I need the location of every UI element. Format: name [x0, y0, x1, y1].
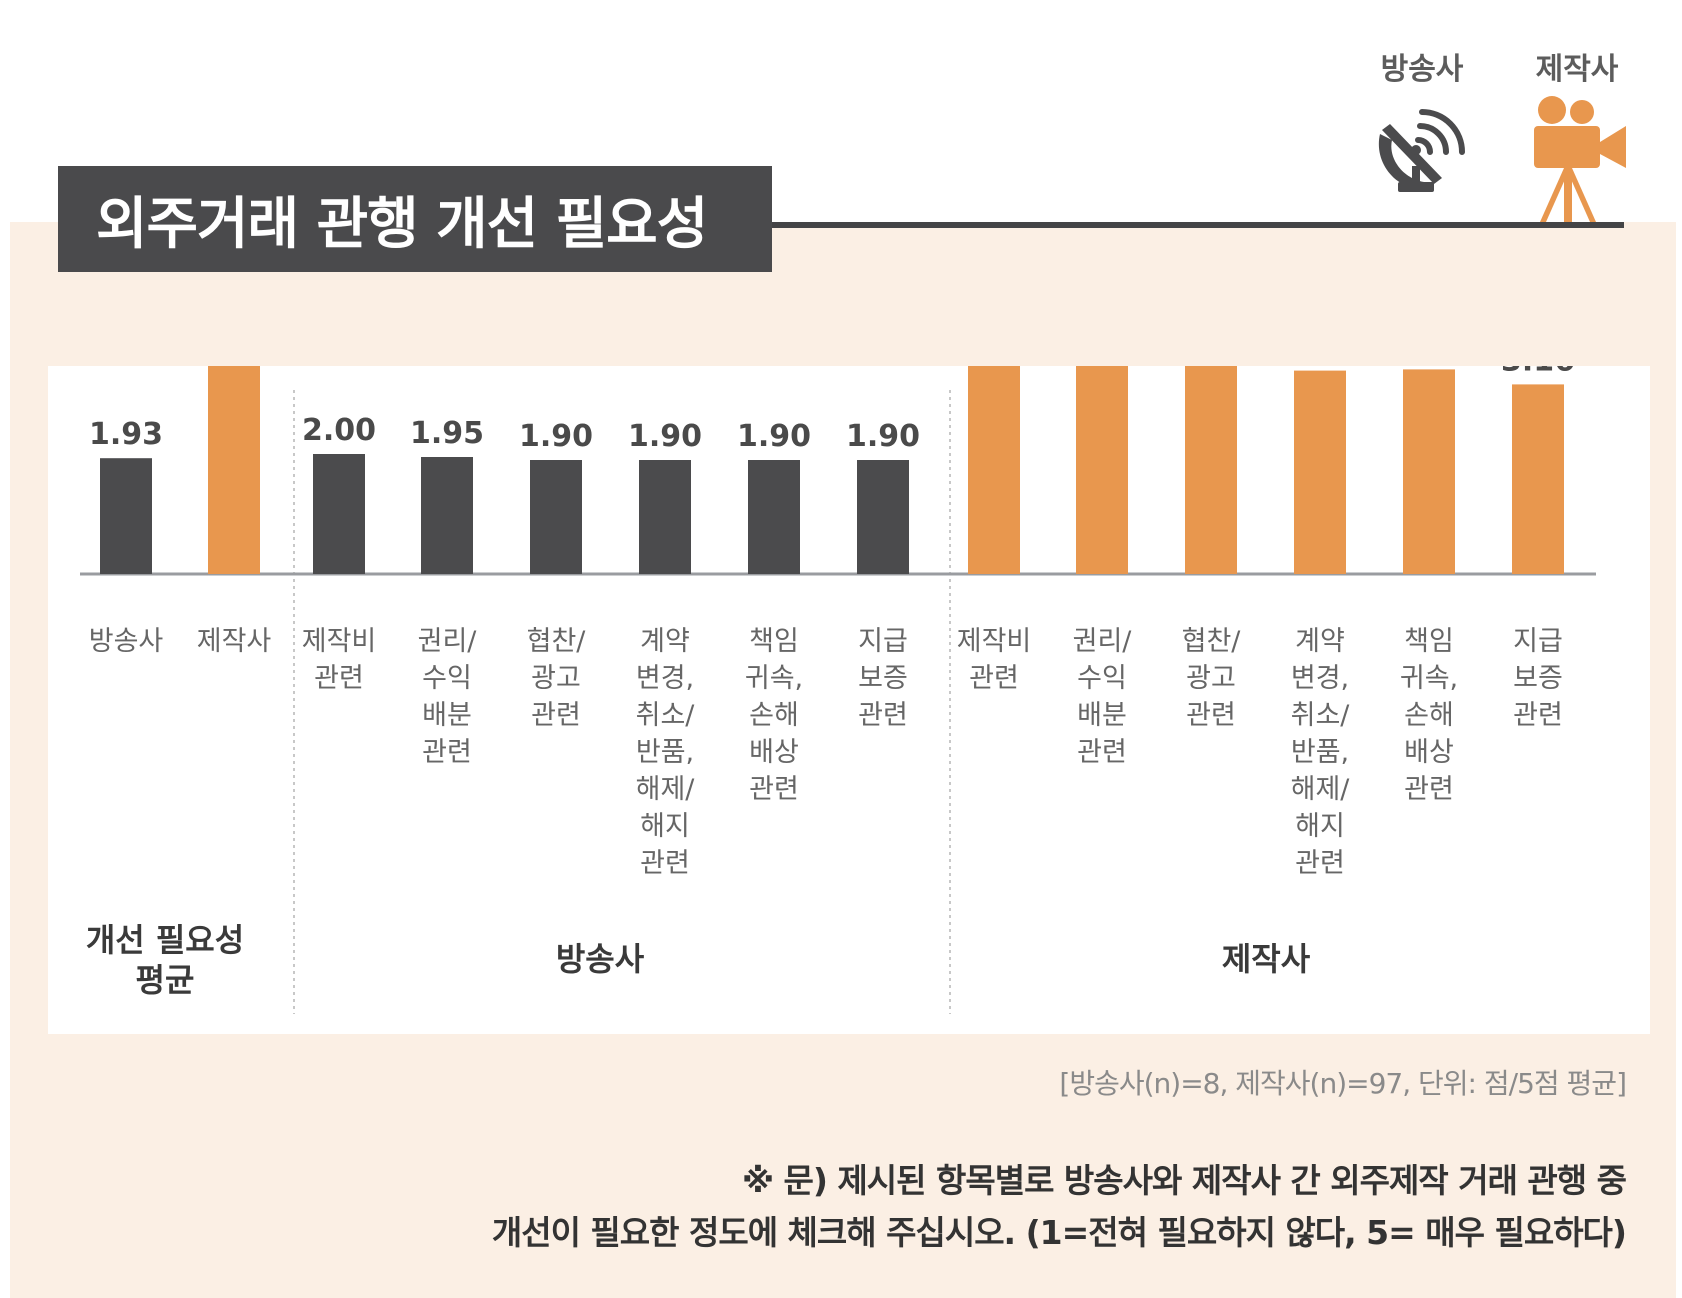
category-label-1-5: 지급 보증 관련 [858, 626, 908, 731]
legend-broadcaster-label: 방송사 [1380, 52, 1464, 87]
survey-question-note: ※ 문) 제시된 항목별로 방송사와 제작사 간 외주제작 거래 관행 중 개선… [226, 1155, 1627, 1259]
title-rule [772, 222, 1624, 228]
bar-1-1 [421, 457, 473, 574]
movie-camera-icon [1534, 96, 1626, 222]
category-label-1-0: 제작비 관련 [302, 626, 377, 694]
bar-0-0 [100, 458, 152, 574]
category-label-2-1: 권리/수익 배분 관련 [1073, 626, 1133, 768]
value-label-1-2: 1.90 [519, 419, 593, 454]
value-label-1-4: 1.90 [737, 419, 811, 454]
bar-2-1 [1076, 366, 1128, 574]
note-line-2: 개선이 필요한 정도에 체크해 주십시오. (1=전혀 필요하지 않다, 5= … [491, 1213, 1627, 1252]
value-label-0-0: 1.93 [89, 417, 163, 452]
bar-chart: 1.93방송사3.56제작사개선 필요성평균2.00제작비관련1.95권리/수익… [80, 366, 1596, 1014]
category-label-2-2: 협찬/광고 관련 [1182, 626, 1242, 731]
bar-2-3 [1294, 370, 1346, 574]
category-label-2-3: 계약 변경, 취소/반품, 해제/해지 관련 [1291, 626, 1351, 879]
chart-title: 외주거래 관행 개선 필요성 [58, 166, 772, 272]
category-label-2-5: 지급 보증 관련 [1513, 626, 1563, 731]
category-label-2-0: 제작비 관련 [957, 626, 1032, 694]
value-label-2-5: 3.16 [1501, 366, 1575, 378]
category-label-1-4: 책임 귀속, 손해 배상 관련 [745, 626, 803, 805]
bar-2-2 [1185, 366, 1237, 574]
category-label-2-4: 책임 귀속, 손해 배상 관련 [1400, 626, 1458, 805]
chart-title-text: 외주거래 관행 개선 필요성 [96, 191, 708, 257]
bar-2-5 [1512, 384, 1564, 574]
value-label-1-3: 1.90 [628, 419, 702, 454]
note-line-1: ※ 문) 제시된 항목별로 방송사와 제작사 간 외주제작 거래 관행 중 [741, 1161, 1627, 1200]
category-label-1-2: 협찬/광고 관련 [527, 626, 587, 731]
category-label-1-1: 권리/수익 배분 관련 [418, 626, 478, 768]
category-label-0-0: 방송사 [89, 626, 164, 657]
value-label-1-1: 1.95 [410, 416, 484, 451]
category-label-0-1: 제작사 [197, 626, 272, 657]
bar-1-4 [748, 460, 800, 574]
group-label-1: 방송사 [556, 940, 645, 978]
bar-1-2 [530, 460, 582, 574]
bar-0-1 [208, 366, 260, 574]
group-label-2: 제작사 [1222, 940, 1311, 978]
bar-1-3 [639, 460, 691, 574]
value-label-1-0: 2.00 [302, 413, 376, 448]
group-label-0: 개선 필요성 평균 [86, 921, 244, 999]
legend-producer-label: 제작사 [1535, 52, 1619, 87]
bar-2-4 [1403, 369, 1455, 574]
value-label-1-5: 1.90 [846, 419, 920, 454]
bar-1-5 [857, 460, 909, 574]
chart-panel: 1.93방송사3.56제작사개선 필요성평균2.00제작비관련1.95권리/수익… [48, 366, 1650, 1034]
bar-2-0 [968, 366, 1020, 574]
category-label-1-3: 계약 변경, 취소/반품, 해제/해지 관련 [636, 626, 696, 879]
source-note: [방송사(n)=8, 제작사(n)=97, 단위: 점/5점 평균] [1059, 1067, 1627, 1100]
satellite-dish-icon [1378, 109, 1465, 192]
bar-1-0 [313, 454, 365, 574]
